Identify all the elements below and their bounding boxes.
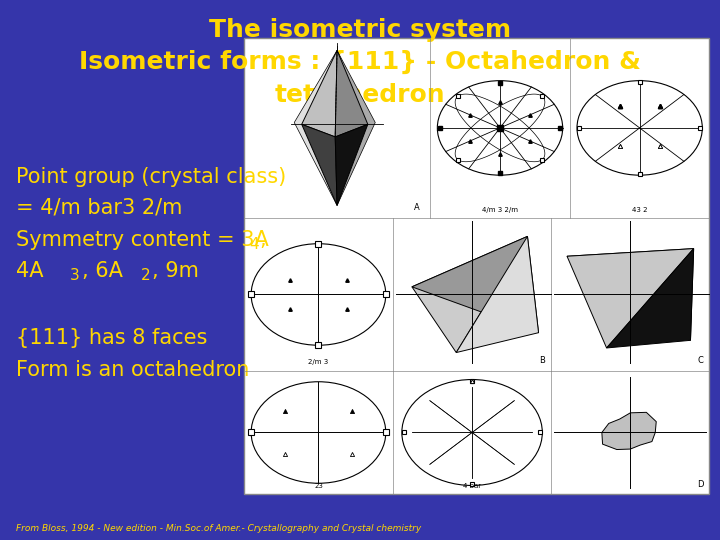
Polygon shape — [337, 50, 375, 205]
Polygon shape — [336, 50, 368, 137]
Text: D: D — [697, 480, 703, 489]
Text: 2/m 3: 2/m 3 — [308, 360, 328, 366]
Polygon shape — [294, 50, 337, 205]
Text: B: B — [539, 356, 546, 366]
Text: 3: 3 — [70, 268, 80, 283]
Text: , 6A: , 6A — [82, 261, 123, 281]
Polygon shape — [456, 237, 539, 353]
Text: C: C — [698, 356, 703, 366]
Polygon shape — [302, 50, 337, 137]
Polygon shape — [606, 248, 693, 348]
Polygon shape — [567, 248, 693, 340]
Text: 4/m 3 2/m: 4/m 3 2/m — [482, 207, 518, 213]
Text: The isometric system: The isometric system — [209, 18, 511, 42]
Text: A: A — [414, 202, 420, 212]
Polygon shape — [602, 413, 656, 449]
Text: Symmetry content = 3A: Symmetry content = 3A — [17, 230, 269, 251]
Text: Form is an octahedron: Form is an octahedron — [17, 360, 250, 380]
Polygon shape — [412, 237, 539, 333]
Circle shape — [402, 380, 542, 485]
Polygon shape — [412, 237, 528, 353]
Circle shape — [251, 244, 386, 345]
Polygon shape — [336, 124, 368, 205]
Text: 23: 23 — [314, 483, 323, 489]
Text: 4: 4 — [249, 237, 258, 252]
Polygon shape — [302, 124, 337, 205]
Text: ,: , — [260, 230, 266, 251]
Text: 43 2: 43 2 — [632, 207, 647, 213]
Circle shape — [577, 80, 702, 175]
Text: Isometric forms : {111} - Octahedron &: Isometric forms : {111} - Octahedron & — [79, 50, 641, 74]
Text: 4 bar: 4 bar — [463, 483, 481, 489]
Text: = 4/m bar3 2/m: = 4/m bar3 2/m — [17, 198, 183, 218]
Circle shape — [251, 382, 386, 483]
Text: 4A: 4A — [17, 261, 44, 281]
Text: tetrahedron: tetrahedron — [275, 83, 445, 106]
Text: , 9m: , 9m — [153, 261, 199, 281]
Text: From Bloss, 1994 - New edition - Min.Soc.of Amer.- Crystallography and Crystal c: From Bloss, 1994 - New edition - Min.Soc… — [17, 524, 421, 532]
Polygon shape — [567, 248, 693, 348]
Text: {111} has 8 faces: {111} has 8 faces — [17, 327, 207, 348]
Text: 2: 2 — [141, 268, 150, 283]
Circle shape — [437, 80, 562, 175]
FancyBboxPatch shape — [244, 38, 709, 494]
Text: Point group (crystal class): Point group (crystal class) — [17, 167, 287, 187]
